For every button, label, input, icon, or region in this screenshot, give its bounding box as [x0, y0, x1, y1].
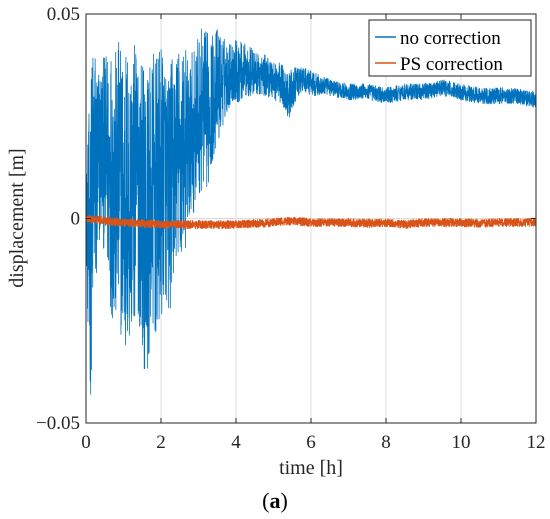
x-tick-label: 0: [81, 432, 91, 453]
y-tick-label: 0.05: [47, 4, 80, 25]
legend-box: [368, 19, 532, 77]
caption-letter: a: [269, 488, 281, 513]
caption-open-paren: (: [262, 488, 270, 513]
legend: no correction PS correction: [368, 19, 532, 77]
y-tick-label: −0.05: [36, 413, 80, 434]
y-axis-label: displacement [m]: [6, 148, 28, 287]
x-tick-label: 12: [527, 432, 546, 453]
caption-close-paren: ): [280, 488, 288, 513]
x-tick-label: 6: [306, 432, 316, 453]
legend-label-ps-correction: PS correction: [400, 54, 503, 75]
x-axis-label: time [h]: [279, 457, 343, 479]
series-line-no-correction: [85, 28, 537, 395]
x-tick-label: 8: [381, 432, 391, 453]
x-tick-label: 4: [231, 432, 241, 453]
series-line-ps-correction: [85, 214, 537, 230]
series-layer: [85, 28, 537, 395]
y-tick-label: 0: [71, 209, 81, 230]
x-tick-label: 2: [156, 432, 166, 453]
figure-caption: (a): [0, 488, 550, 514]
legend-label-no-correction: no correction: [400, 28, 501, 49]
x-tick-label: 10: [452, 432, 471, 453]
